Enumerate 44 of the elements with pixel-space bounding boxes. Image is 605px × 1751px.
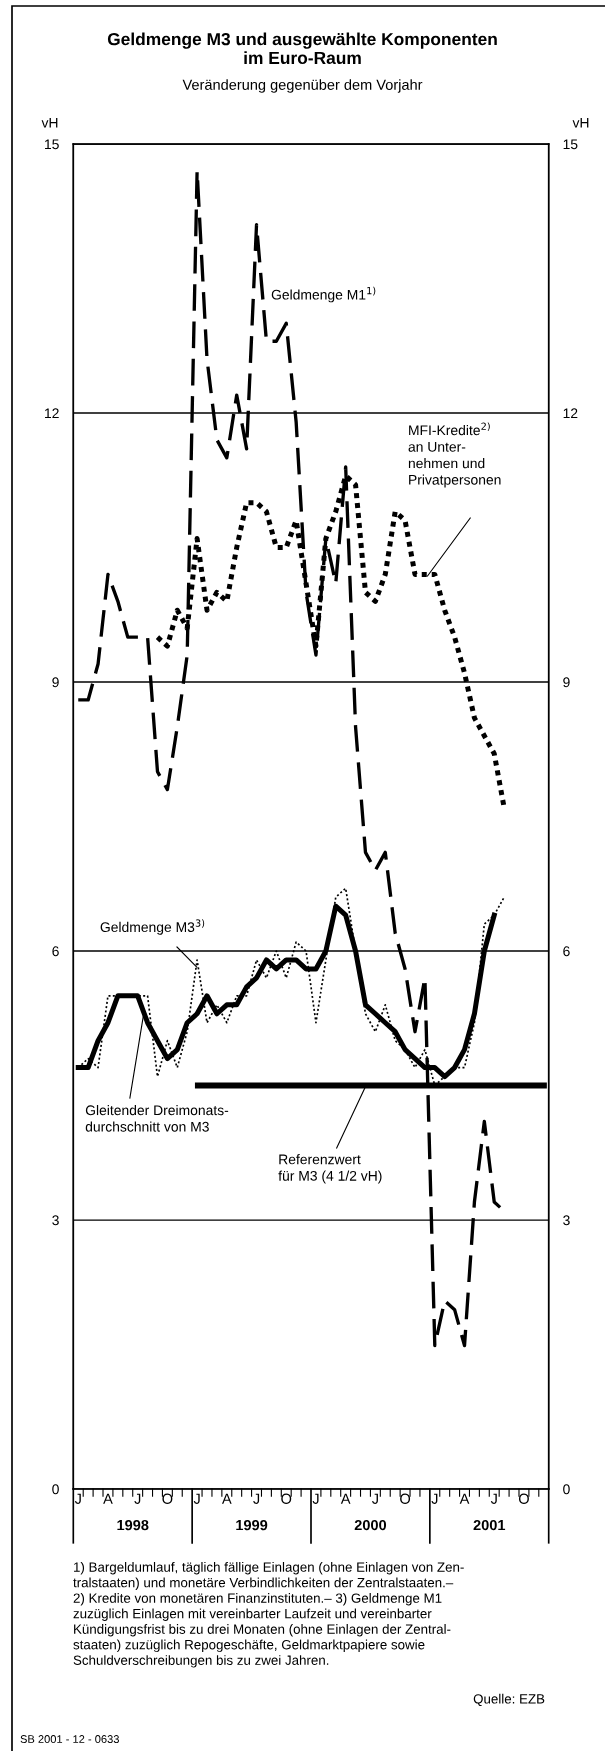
y-tick-label: 6 <box>52 946 59 957</box>
text: Gleitender Dreimonats- durchschnitt von M3 <box>85 1105 229 1132</box>
x-tick-label: J <box>253 1493 260 1504</box>
x-tick-label: J <box>371 1493 378 1504</box>
y-axis-title: vH <box>41 118 58 128</box>
chart-title: Geldmenge M3 und ausgewählte Komponenten im Euro-Raum <box>107 32 497 65</box>
chart-subtitle: Veränderung gegenüber dem Vorjahr <box>182 79 423 93</box>
x-tick-label: J <box>74 1493 81 1504</box>
text: 1) Bargeldumlauf, täglich fällige Einlagen (ohne Einlagen von Zen- tralstaaten) und monetäre Verbindlichkeiten der Zentralstaaten.– 2) Kredite von monetären Finanzinstituten.– 3) Geldmenge M1 zuzüglich Einlagen mit vereinbarter Laufzeit und vereinbarter Kündigungsfrist bis zu drei Monaten (ohne Einlagen der Zentral- staaten) zuzüglich Repogeschäfte, Geldmarktpapiere sowie Schuldverschreibungen bis zu zwei Jahren. <box>73 1562 464 1668</box>
x-tick-label: O <box>518 1493 529 1504</box>
text: SB 2001 - 12 - 0633 <box>20 1735 119 1743</box>
series-label: Geldmenge M1$^{1)}$ <box>271 286 376 303</box>
x-tick-label: J <box>134 1493 141 1504</box>
y2-tick-label: 0 <box>563 1484 570 1495</box>
x-tick-label: A <box>221 1493 232 1504</box>
x-tick-label: J <box>312 1493 319 1504</box>
text: 1998 <box>117 1519 149 1531</box>
y2-tick-label: 12 <box>563 408 578 419</box>
y-tick-label: 9 <box>52 677 59 688</box>
x-tick-label: A <box>340 1493 351 1504</box>
y-tick-label: 3 <box>52 1215 59 1226</box>
text: 1999 <box>236 1519 268 1531</box>
x-tick-label: O <box>162 1493 173 1504</box>
text: MFI-Kredite$^{2)}$ an Unter- nehmen und Privatpersonen <box>408 422 501 488</box>
x-tick-label: A <box>103 1493 113 1504</box>
x-tick-label: J <box>431 1493 438 1504</box>
x-tick-label: O <box>281 1493 292 1504</box>
y2-tick-label: 15 <box>563 139 578 150</box>
ref-line-label: Referenzwert für M3 (4 1/2 vH) <box>278 1154 382 1184</box>
y-tick-label: 15 <box>45 139 59 150</box>
x-tick-label: A <box>459 1493 470 1504</box>
source-note: Quelle: EZB <box>473 1693 545 1706</box>
y2-tick-label: 3 <box>563 1215 570 1226</box>
y-tick-label: 0 <box>52 1484 59 1495</box>
text: 2001 <box>473 1519 506 1531</box>
y2-axis-title: vH <box>572 118 589 128</box>
y2-tick-label: 9 <box>563 677 570 688</box>
y2-tick-label: 6 <box>563 946 570 957</box>
x-tick-label: J <box>193 1493 200 1504</box>
x-tick-label: O <box>400 1493 411 1504</box>
text: 2000 <box>354 1519 387 1531</box>
x-tick-label: J <box>490 1493 497 1504</box>
series-label: Geldmenge M3$^{3)}$ <box>100 919 205 935</box>
y-tick-label: 12 <box>45 408 59 419</box>
